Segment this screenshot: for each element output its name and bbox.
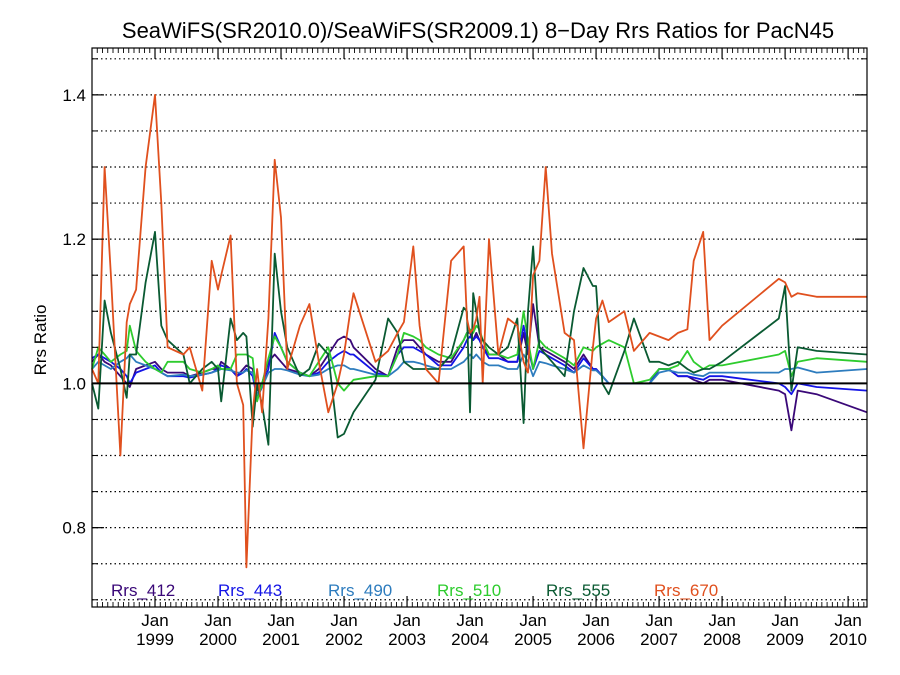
- y-tick-label: 1.4: [62, 86, 86, 105]
- x-tick-label-month: Jan: [834, 611, 861, 630]
- x-tick-label-month: Jan: [582, 611, 609, 630]
- legend-label-rrs-412: Rrs_412: [111, 581, 175, 600]
- x-tick-label-year: 2002: [325, 630, 363, 649]
- x-tick-label-year: 2006: [577, 630, 615, 649]
- x-tick-label-year: 2000: [199, 630, 237, 649]
- x-tick-label-year: 2007: [640, 630, 678, 649]
- x-tick-label-month: Jan: [267, 611, 294, 630]
- x-tick-label-year: 1999: [136, 630, 174, 649]
- x-tick-label-year: 2004: [451, 630, 489, 649]
- x-tick-label-month: Jan: [393, 611, 420, 630]
- x-tick-label-year: 2008: [703, 630, 741, 649]
- plot-frame: [91, 47, 868, 608]
- legend: Rrs_412 Rrs_443 Rrs_490 Rrs_510 Rrs_555 Rrs_6…: [111, 581, 718, 600]
- x-tick-label-year: 2009: [766, 630, 804, 649]
- chart-title: SeaWiFS(SR2010.0)/SeaWiFS(SR2009.1) 8−Da…: [122, 18, 834, 43]
- y-tick-label: 1.2: [62, 230, 86, 249]
- axes: 0.81.01.21.4Jan1999Jan2000Jan2001Jan2002…: [62, 47, 868, 649]
- series-line-rrs-510: [91, 310, 868, 403]
- legend-label-rrs-443: Rrs_443: [218, 581, 282, 600]
- y-axis-label: Rrs Ratio: [31, 305, 50, 376]
- x-tick-label-month: Jan: [645, 611, 672, 630]
- y-tick-label: 0.8: [62, 519, 86, 538]
- legend-label-rrs-670: Rrs_670: [654, 581, 718, 600]
- x-tick-label-month: Jan: [456, 611, 483, 630]
- x-tick-label-month: Jan: [141, 611, 168, 630]
- series-line-rrs-670: [91, 94, 867, 569]
- x-tick-label-year: 2001: [262, 630, 300, 649]
- x-tick-label-year: 2010: [829, 630, 867, 649]
- x-tick-label-year: 2005: [514, 630, 552, 649]
- y-tick-label: 1.0: [62, 374, 86, 393]
- x-tick-label-month: Jan: [519, 611, 546, 630]
- legend-label-rrs-510: Rrs_510: [437, 581, 501, 600]
- x-tick-label-month: Jan: [708, 611, 735, 630]
- legend-label-rrs-490: Rrs_490: [328, 581, 392, 600]
- x-tick-label-month: Jan: [330, 611, 357, 630]
- x-tick-label-month: Jan: [771, 611, 798, 630]
- x-tick-label-year: 2003: [388, 630, 426, 649]
- x-tick-label-month: Jan: [204, 611, 231, 630]
- legend-label-rrs-555: Rrs_555: [546, 581, 610, 600]
